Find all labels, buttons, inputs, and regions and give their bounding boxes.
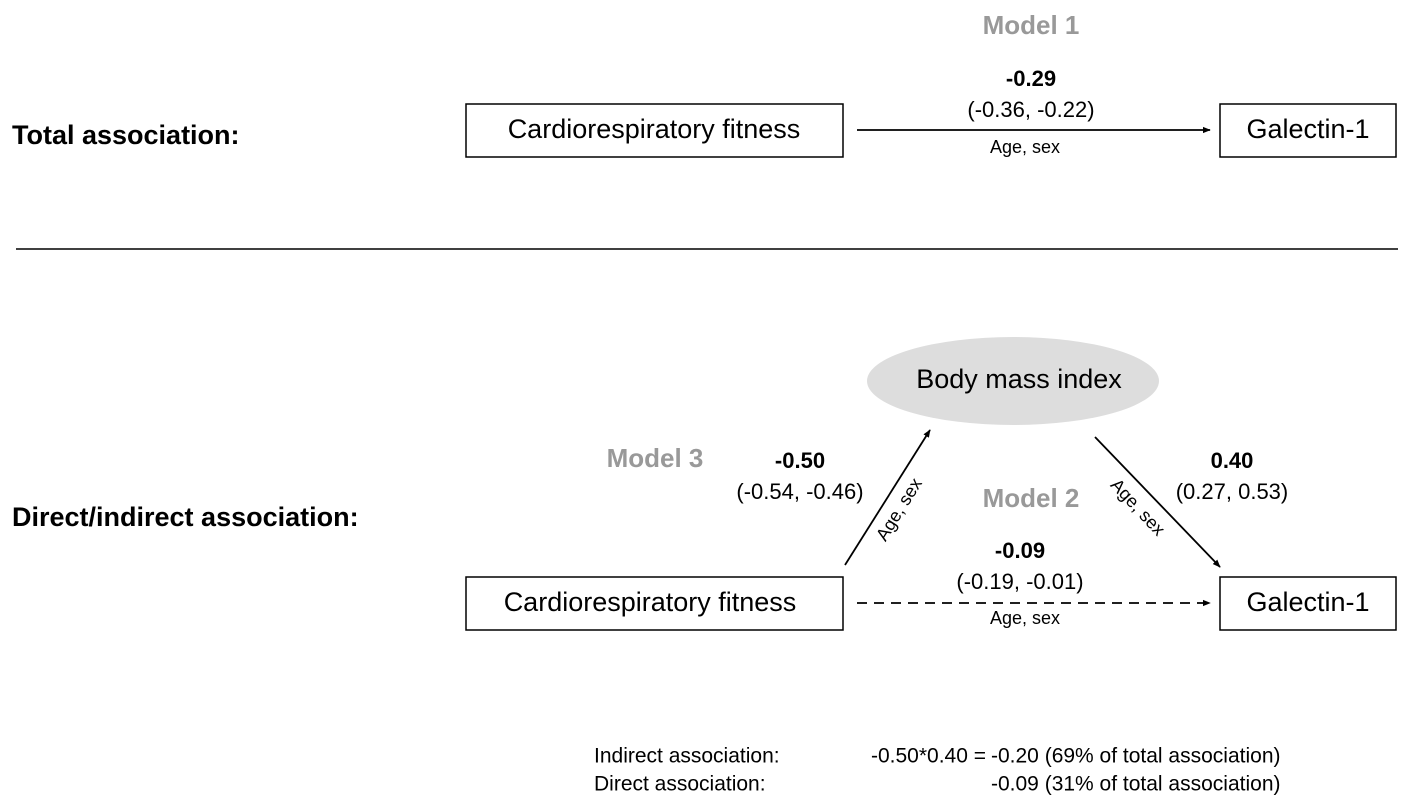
- mediator-ellipse: [867, 337, 1159, 425]
- model-label: Model 1: [983, 10, 1080, 40]
- arrow: [844, 429, 931, 566]
- node-label: Galectin-1: [1246, 587, 1369, 617]
- node-box: [1219, 103, 1397, 158]
- estimate: -0.09: [995, 538, 1045, 563]
- ci: (-0.36, -0.22): [967, 97, 1094, 122]
- adjustment: Age, sex: [990, 137, 1060, 157]
- summary-result: -0.20 (69% of total association): [991, 745, 1281, 768]
- ci: (0.27, 0.53): [1176, 479, 1289, 504]
- node-label: Body mass index: [916, 364, 1122, 394]
- summary-label: Indirect association:: [594, 745, 780, 768]
- adjustment: Age, sex: [1107, 475, 1169, 540]
- estimate: -0.29: [1006, 66, 1056, 91]
- node-label: Cardiorespiratory fitness: [508, 114, 801, 144]
- estimate: 0.40: [1211, 448, 1254, 473]
- section-label: Total association:: [12, 120, 240, 150]
- ci: (-0.54, -0.46): [736, 479, 863, 504]
- summary-formula: -0.50*0.40 =: [871, 745, 986, 768]
- ci: (-0.19, -0.01): [956, 569, 1083, 594]
- model-label: Model 2: [983, 483, 1080, 513]
- summary-label: Direct association:: [594, 773, 766, 796]
- model-label: Model 3: [607, 443, 704, 473]
- arrow: [1094, 436, 1221, 568]
- section-label: Direct/indirect association:: [12, 502, 359, 532]
- node-box: [465, 576, 844, 631]
- adjustment: Age, sex: [990, 608, 1060, 628]
- node-label: Galectin-1: [1246, 114, 1369, 144]
- node-box: [1219, 576, 1397, 631]
- node-box: [465, 103, 844, 158]
- node-label: Cardiorespiratory fitness: [504, 587, 797, 617]
- summary-result: -0.09 (31% of total association): [991, 773, 1281, 796]
- estimate: -0.50: [775, 448, 825, 473]
